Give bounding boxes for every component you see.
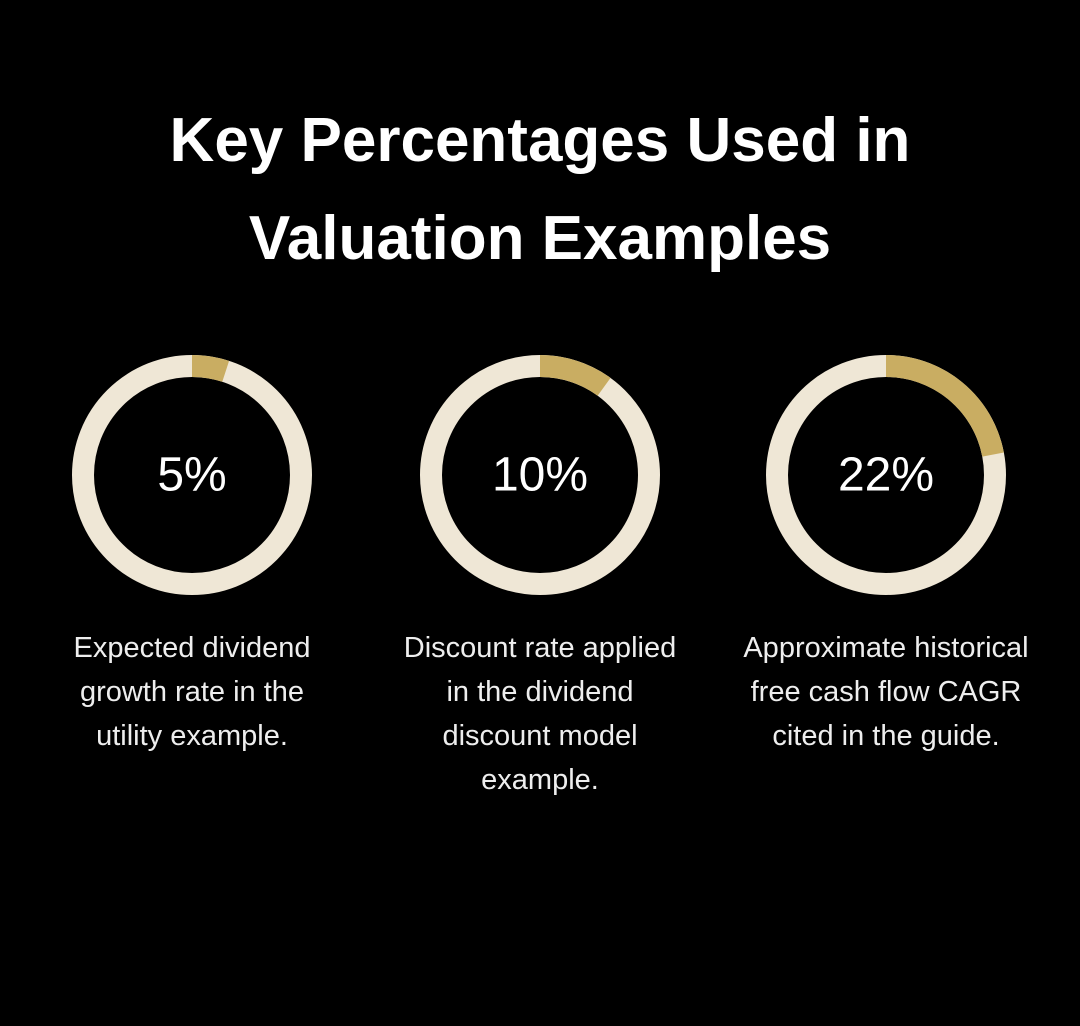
donut-segment xyxy=(539,355,611,396)
donut-chart: 22% xyxy=(766,355,1006,595)
stat-panel: 22% Approximate historical free cash flow… xyxy=(736,350,1036,758)
donut-segment xyxy=(191,355,230,382)
caption: Discount rate applied in the dividend di… xyxy=(403,632,677,796)
value-label: 5% xyxy=(157,449,226,502)
donut-segment xyxy=(885,355,1004,457)
value-label: 22% xyxy=(838,449,934,502)
value-label: 10% xyxy=(492,449,588,502)
donut-chart: 5% xyxy=(72,355,312,595)
page-title: Key Percentages Used in Valuation Exampl… xyxy=(169,106,911,273)
donut-chart: 10% xyxy=(420,355,660,595)
stat-panel: 5% Expected dividend growth rate in the u… xyxy=(42,350,342,758)
caption: Approximate historical free cash flow CA… xyxy=(743,632,1029,752)
caption: Expected dividend growth rate in the uti… xyxy=(73,632,311,752)
stat-panel: 10% Discount rate applied in the dividend… xyxy=(390,350,690,802)
